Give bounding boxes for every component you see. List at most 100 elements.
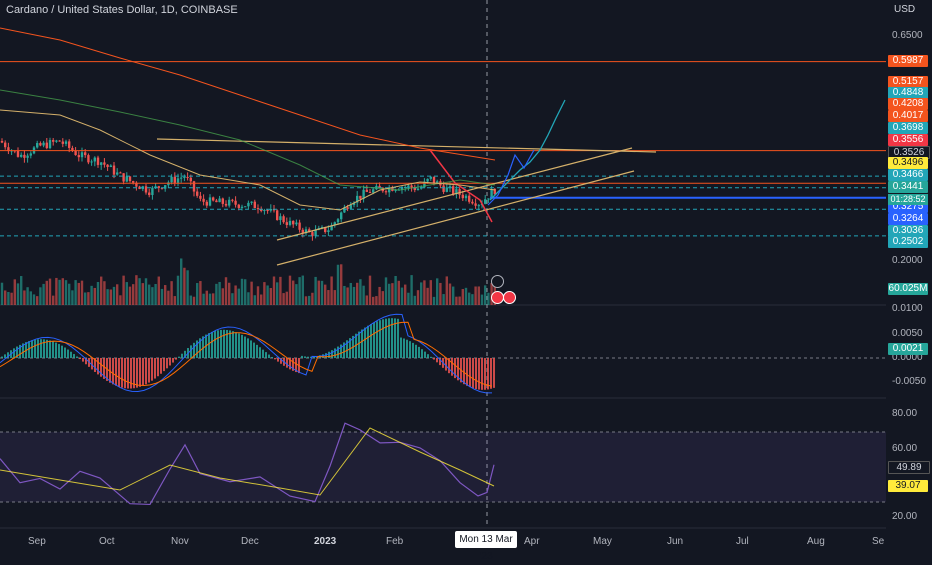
- candle-body: [279, 216, 282, 221]
- volume-bar: [394, 275, 397, 305]
- price-tag-0.5987: 0.5987: [888, 55, 928, 67]
- volume-bar: [218, 281, 221, 305]
- volume-bar: [96, 281, 100, 305]
- volume-bar: [432, 296, 436, 305]
- macd-histogram-bar: [256, 344, 258, 358]
- candle-body: [0, 141, 4, 143]
- volume-bar: [151, 287, 154, 305]
- candle-body: [64, 141, 68, 144]
- channel-lower: [276, 170, 635, 266]
- rsi-band: [0, 432, 886, 502]
- candle-body: [311, 232, 314, 237]
- macd-histogram-bar: [373, 322, 375, 358]
- macd-histogram-bar: [208, 333, 210, 358]
- macd-histogram-bar: [184, 350, 186, 358]
- candle-body: [71, 147, 74, 151]
- volume-bar: [336, 264, 340, 305]
- symbol-title[interactable]: Cardano / United States Dollar, 1D, COIN…: [6, 4, 238, 16]
- candle-body: [340, 212, 343, 220]
- candle-body: [128, 176, 132, 182]
- macd-histogram-bar: [454, 358, 456, 379]
- volume-bar: [455, 296, 458, 305]
- volume-bar: [388, 283, 391, 305]
- volume-bar: [327, 290, 330, 305]
- scale-tick-label: 0.6500: [892, 30, 923, 41]
- volume-bar: [215, 283, 218, 305]
- macd-histogram-bar: [247, 338, 249, 358]
- volume-bar: [365, 295, 368, 305]
- time-label: Jul: [736, 536, 749, 547]
- macd-histogram-bar: [301, 355, 303, 358]
- us-flag-icon-2[interactable]: [503, 291, 516, 304]
- volume-bar: [164, 285, 167, 305]
- volume-bar: [448, 283, 452, 305]
- macd-histogram-bar: [430, 356, 432, 358]
- macd-histogram-bar: [379, 320, 381, 358]
- macd-histogram-bar: [229, 330, 231, 358]
- macd-histogram-bar: [493, 358, 495, 388]
- volume-bar: [128, 286, 132, 305]
- candle-body: [269, 208, 272, 211]
- macd-histogram-bar: [217, 330, 219, 358]
- volume-bar: [208, 293, 212, 305]
- volume-bar: [263, 282, 266, 305]
- volume-bar: [234, 285, 237, 305]
- volume-bar: [346, 287, 349, 305]
- macd-histogram-bar: [115, 358, 117, 386]
- price-tag-0.3496: 0.3496: [888, 157, 928, 169]
- volume-bar: [45, 280, 48, 305]
- volume-bar: [314, 276, 317, 305]
- candle-body: [157, 186, 160, 188]
- macd-histogram-bar: [232, 331, 234, 358]
- volume-bar: [237, 288, 240, 305]
- volume-bar: [39, 287, 42, 305]
- macd-histogram-bar: [151, 358, 153, 381]
- macd-histogram-bar: [49, 340, 51, 358]
- volume-bar: [20, 276, 23, 305]
- candle-body: [125, 176, 128, 182]
- macd-histogram-bar: [349, 338, 351, 358]
- rsi-value-label: 49.89: [888, 461, 930, 474]
- volume-bar: [474, 286, 477, 305]
- macd-histogram-bar: [118, 358, 120, 387]
- macd-histogram-bar: [274, 358, 276, 360]
- candle-body: [74, 150, 77, 156]
- candle-body: [52, 140, 55, 142]
- candle-body: [7, 147, 10, 152]
- macd-histogram-bar: [391, 318, 393, 358]
- volume-bar: [23, 290, 26, 305]
- ma-200: [0, 27, 496, 161]
- candle-body: [228, 199, 231, 206]
- currency-label[interactable]: USD: [894, 4, 916, 15]
- volume-bar: [487, 292, 490, 305]
- volume-bar: [381, 291, 384, 305]
- volume-bar: [176, 275, 180, 305]
- chart-canvas[interactable]: [0, 0, 932, 550]
- volume-bar: [426, 287, 429, 305]
- candle-body: [394, 189, 397, 191]
- volume-bar: [442, 294, 445, 305]
- candle-body: [455, 189, 458, 195]
- macd-histogram-bar: [202, 336, 204, 358]
- volume-bar: [202, 293, 205, 305]
- macd-histogram-bar: [304, 356, 306, 358]
- macd-histogram-bar: [457, 358, 459, 381]
- candle-body: [154, 186, 157, 188]
- volume-bar: [362, 285, 365, 305]
- macd-histogram-bar: [196, 340, 198, 358]
- candle-body: [413, 187, 416, 191]
- volume-bar: [106, 289, 109, 305]
- candle-body: [464, 195, 468, 199]
- candle-body: [224, 203, 228, 206]
- macd-histogram-bar: [163, 358, 165, 372]
- rsi-line: [0, 422, 495, 506]
- macd-histogram-bar: [181, 353, 183, 358]
- candle-body: [346, 207, 349, 209]
- lightning-icon[interactable]: [491, 275, 504, 288]
- volume-bar: [144, 278, 148, 305]
- volume-bar: [340, 264, 343, 305]
- candle-body: [176, 178, 180, 183]
- candle-body: [215, 200, 218, 203]
- macd-histogram-bar: [214, 330, 216, 358]
- volume-bar: [378, 286, 381, 305]
